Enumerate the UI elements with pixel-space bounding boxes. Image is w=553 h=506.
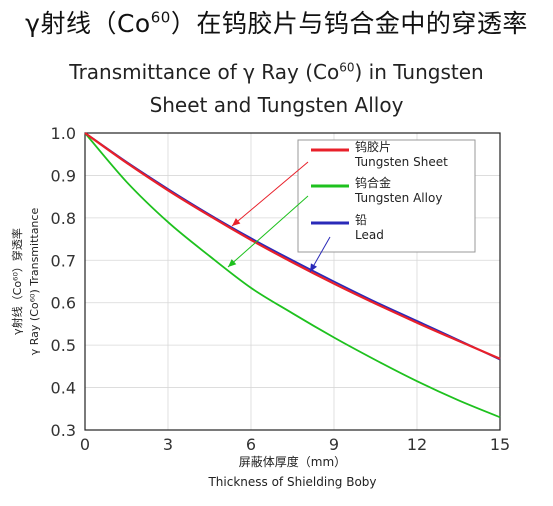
chart-title-cn: γ射线（Co60）在钨胶片与钨合金中的穿透率 — [0, 4, 553, 40]
y-axis-label-cn: γ射线（Co⁶⁰）穿透率 — [10, 228, 24, 335]
legend-box — [297, 139, 476, 253]
y-tick-label: 1.0 — [51, 124, 76, 143]
axis-ticks: 0.3 0.4 0.5 0.6 0.7 0.8 0.9 1.0 0 3 6 9 12 15 — [51, 124, 511, 454]
legend-label-cn: 钨胶片 — [355, 139, 391, 154]
y-tick-label: 0.7 — [51, 251, 76, 270]
legend-arrow-head — [228, 259, 237, 267]
legend-arrow-line — [231, 161, 309, 227]
legend-label-cn: 铅 — [355, 213, 367, 227]
chart-title-en-line2: Sheet and Tungsten Alloy — [149, 93, 404, 117]
series-line-tungsten-alloy — [84, 132, 501, 419]
legend-label-en: Tungsten Sheet — [354, 155, 448, 169]
x-tick-label: 9 — [329, 435, 339, 454]
axis-labels: 屏蔽体厚度（mm） Thickness of Shielding Boby γ射线（… — [10, 208, 377, 489]
x-tick-label: 3 — [163, 435, 173, 454]
y-axis-label-en: γ Ray (Co⁶⁰) Transmittance — [28, 208, 41, 356]
title-cn-sup: 60 — [150, 8, 171, 27]
plot-frame — [84, 132, 501, 431]
title-cn-prefix: γ射线（Co — [25, 9, 151, 38]
y-tick-label: 0.4 — [51, 379, 76, 398]
y-tick-label: 0.5 — [51, 336, 76, 355]
y-tick-label: 0.8 — [51, 209, 76, 228]
legend-arrow-head — [310, 263, 318, 272]
x-tick-label: 15 — [490, 435, 510, 454]
legend-arrow-line — [227, 195, 309, 268]
x-tick-label: 12 — [407, 435, 427, 454]
title-en-suffix: ) in Tungsten — [354, 60, 484, 84]
y-tick-label: 0.6 — [51, 294, 76, 313]
legend-arrow-head — [232, 218, 241, 226]
y-tick-label: 0.3 — [51, 421, 76, 440]
title-en-sup: 60 — [339, 60, 355, 75]
title-cn-suffix: ）在钨胶片与钨合金中的穿透率 — [170, 9, 528, 38]
x-tick-label: 6 — [246, 435, 256, 454]
x-axis-label-cn: 屏蔽体厚度（mm） — [239, 454, 346, 469]
chart-title-en-line1: Transmittance of γ Ray (Co60) in Tungste… — [0, 60, 553, 84]
legend-label-en: Tungsten Alloy — [354, 191, 442, 205]
title-en-prefix: Transmittance of γ Ray (Co — [69, 60, 340, 84]
series-line-tungsten-sheet — [84, 132, 501, 360]
legend-label-en: Lead — [355, 228, 384, 242]
legend-arrows — [227, 161, 331, 273]
x-axis-label-en: Thickness of Shielding Boby — [207, 475, 376, 489]
legend-label-cn: 钨合金 — [355, 175, 391, 190]
x-tick-label: 0 — [80, 435, 90, 454]
series-lines — [84, 132, 501, 419]
y-tick-label: 0.9 — [51, 166, 76, 185]
